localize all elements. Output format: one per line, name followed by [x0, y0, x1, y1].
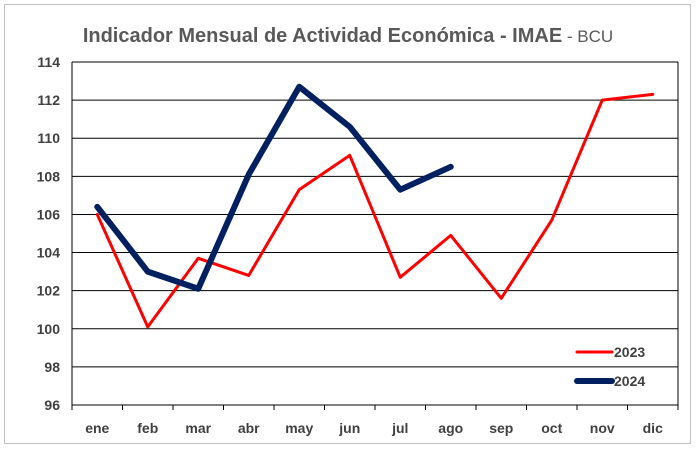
x-tick-label-sep: sep: [489, 420, 513, 436]
y-tick-label-108: 108: [37, 168, 61, 184]
x-tick-label-abr: abr: [238, 420, 260, 436]
y-axis-tick-labels: 96 98 100 102 104 106 108 110 112 114: [37, 54, 61, 413]
x-tick-label-feb: feb: [137, 420, 158, 436]
x-tick-label-ago: ago: [438, 420, 463, 436]
y-tick-label-110: 110: [37, 130, 60, 146]
x-tick-label-jul: jul: [391, 420, 408, 436]
legend-label-2023: 2023: [614, 344, 645, 360]
chart-title-text: Indicador Mensual de Actividad Económica…: [83, 25, 613, 47]
legend-label-2024: 2024: [614, 373, 645, 389]
chart-title-dash: -: [562, 27, 577, 46]
series-line-2024: [94, 83, 454, 292]
chart-title: Indicador Mensual de Actividad Económica…: [83, 25, 562, 47]
series-line-2023: [95, 92, 655, 329]
x-tick-label-jun: jun: [338, 420, 360, 436]
y-tick-label-114: 114: [37, 54, 60, 70]
x-tick-label-may: may: [285, 420, 313, 436]
x-axis-tick-labels: ene feb mar abr may jun jul ago sep oct nov dic: [85, 420, 663, 436]
chart-title-suffix: BCU: [577, 27, 613, 46]
y-tick-label-98: 98: [44, 359, 60, 375]
y-tick-label-102: 102: [37, 283, 61, 299]
x-tick-label-dic: dic: [643, 420, 663, 436]
gridlines: [71, 61, 679, 410]
x-tick-label-mar: mar: [185, 420, 211, 436]
x-tick-label-ene: ene: [85, 420, 109, 436]
y-tick-label-96: 96: [44, 397, 60, 413]
legend: 2023 2024: [574, 344, 645, 389]
x-tick-label-nov: nov: [590, 420, 615, 436]
y-tick-label-106: 106: [37, 206, 61, 222]
series-lines: [94, 83, 655, 329]
x-tick-label-oct: oct: [541, 420, 562, 436]
y-tick-label-112: 112: [37, 92, 60, 108]
y-tick-label-104: 104: [37, 245, 61, 261]
y-tick-label-100: 100: [37, 321, 61, 337]
chart-frame: [4, 4, 691, 444]
